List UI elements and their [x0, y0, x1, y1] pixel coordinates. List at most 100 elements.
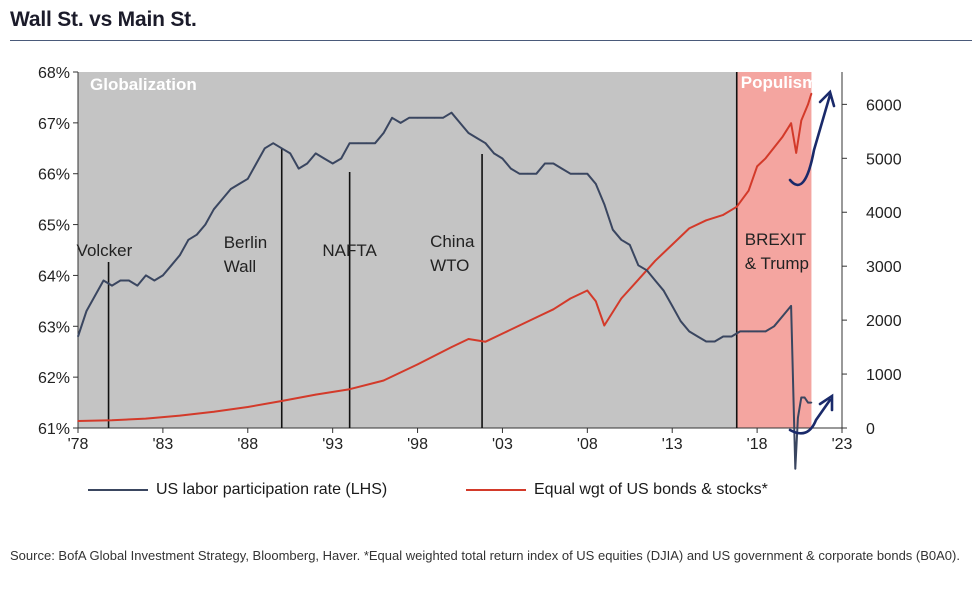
event-label-brexit: BREXIT	[745, 230, 806, 249]
series-line-labor-participation-point	[510, 167, 512, 170]
series-line-bonds-stocks-index-point	[77, 420, 79, 422]
series-line-bonds-stocks-index-point	[280, 400, 283, 402]
series-line-labor-participation-point	[153, 279, 156, 282]
series-line-labor-participation-point	[246, 178, 249, 180]
series-line-labor-participation-point	[221, 198, 224, 200]
series-line-labor-participation-point	[111, 284, 113, 287]
series-line-bonds-stocks-index-point	[586, 289, 589, 292]
series-line-labor-participation-point	[688, 330, 690, 333]
series-line-labor-participation-point	[671, 305, 674, 307]
series-line-bonds-stocks-index-point	[795, 152, 797, 154]
series-line-labor-participation-point	[280, 147, 283, 150]
series-line-bonds-stocks-index-point	[501, 332, 504, 335]
series-line-bonds-stocks-index-point	[518, 324, 521, 327]
series-line-bonds-stocks-index-point	[807, 103, 809, 106]
series-line-labor-participation-point	[527, 172, 529, 175]
series-line-bonds-stocks-index-point	[671, 243, 674, 246]
series-line-labor-participation-point	[442, 116, 444, 119]
series-line-bonds-stocks-index-point	[595, 300, 597, 303]
series-line-labor-participation-point	[331, 162, 334, 165]
x-tick-label: '08	[577, 436, 598, 453]
series-line-labor-participation-point	[696, 335, 699, 338]
series-line-labor-participation-point	[800, 396, 803, 399]
x-tick-label: '18	[747, 436, 768, 453]
title-divider	[10, 40, 972, 41]
series-line-labor-participation-point	[94, 294, 96, 297]
series-line-labor-participation-point	[794, 467, 797, 470]
legend-item-index: Equal wgt of US bonds & stocks*	[466, 481, 768, 499]
series-line-labor-participation-point	[544, 162, 546, 165]
series-line-labor-participation-point	[620, 239, 623, 241]
series-line-bonds-stocks-index-point	[314, 393, 317, 396]
series-line-labor-participation-point	[289, 152, 292, 155]
series-line-labor-participation-point	[467, 132, 470, 134]
series-line-labor-participation-point	[119, 279, 122, 282]
series-line-bonds-stocks-index-point	[535, 316, 538, 319]
series-line-bonds-stocks-index-point	[612, 311, 614, 313]
x-tick-label: '93	[322, 436, 343, 453]
series-line-bonds-stocks-index-point	[111, 419, 113, 421]
x-tick-label: '88	[237, 436, 258, 453]
x-tick-label: '03	[492, 436, 513, 453]
series-line-labor-participation-point	[162, 274, 164, 277]
right-tick-label: 0	[866, 421, 875, 438]
series-line-labor-participation-point	[645, 269, 648, 272]
series-line-bonds-stocks-index-point	[688, 227, 690, 230]
left-tick-label: 65%	[38, 218, 70, 235]
series-line-labor-participation-point	[561, 167, 563, 170]
series-line-bonds-stocks-index-point	[450, 346, 453, 348]
series-line-bonds-stocks-index-point	[145, 417, 147, 420]
region-globalization	[78, 72, 737, 428]
series-line-bonds-stocks-index-point	[810, 92, 813, 95]
chart-canvas: Globalization Populism 61% 62% 63% 64% 65% 66% 6…	[38, 65, 902, 470]
series-line-labor-participation-point	[348, 142, 351, 144]
series-line-bonds-stocks-index-point	[382, 379, 385, 382]
series-line-labor-participation-point	[170, 264, 173, 267]
series-line-bonds-stocks-index-point	[603, 324, 606, 327]
series-line-labor-participation-point	[501, 157, 504, 160]
series-line-bonds-stocks-index-point	[705, 219, 707, 222]
series-line-labor-participation-point	[196, 233, 198, 236]
series-line-labor-participation-point	[722, 335, 724, 338]
series-line-labor-participation-point	[425, 116, 427, 119]
trend-arrow-recovery-icon	[788, 398, 832, 435]
series-line-labor-participation-point	[730, 335, 733, 338]
legend-swatch-labor	[88, 489, 148, 491]
series-line-labor-participation-point	[272, 142, 275, 144]
x-tick-label: '13	[662, 436, 683, 453]
series-line-labor-participation-point	[136, 284, 139, 287]
series-line-bonds-stocks-index-point	[764, 157, 767, 160]
series-line-labor-participation-point	[803, 396, 806, 399]
series-line-labor-participation-point	[102, 279, 105, 282]
series-line-labor-participation-point	[493, 152, 495, 155]
series-line-bonds-stocks-index-point	[179, 414, 181, 417]
series-line-bonds-stocks-index-point	[348, 388, 351, 390]
series-line-labor-participation-point	[145, 274, 147, 277]
series-line-labor-participation-point	[365, 142, 368, 144]
right-tick-label: 4000	[866, 205, 902, 222]
series-line-bonds-stocks-index-point	[416, 363, 419, 366]
left-tick-label: 61%	[38, 421, 70, 438]
event-label-china: China	[430, 232, 475, 251]
series-line-labor-participation-point	[179, 254, 181, 256]
series-line-labor-participation-point	[679, 320, 682, 323]
left-tick-label: 67%	[38, 116, 70, 133]
chart-title: Wall St. vs Main St.	[10, 8, 197, 31]
series-line-labor-participation-point	[391, 116, 393, 119]
series-line-bonds-stocks-index-point	[484, 340, 487, 343]
series-line-labor-participation-point	[586, 172, 589, 175]
series-line-labor-participation-point	[797, 417, 799, 419]
right-tick-label: 6000	[866, 97, 902, 114]
series-line-labor-participation-point	[654, 279, 657, 282]
right-tick-label: 3000	[866, 259, 902, 276]
series-line-bonds-stocks-index-point	[620, 297, 623, 300]
right-tick-label: 1000	[866, 367, 902, 384]
series-line-labor-participation-point	[637, 264, 640, 267]
left-tick-label: 68%	[38, 65, 70, 82]
series-line-bonds-stocks-index-point	[213, 411, 215, 413]
series-line-labor-participation-point	[314, 152, 317, 155]
series-line-labor-participation-point	[810, 401, 813, 404]
x-tick-label: '83	[152, 436, 173, 453]
series-line-labor-participation-point	[569, 172, 572, 175]
series-line-bonds-stocks-index-point	[747, 189, 750, 192]
